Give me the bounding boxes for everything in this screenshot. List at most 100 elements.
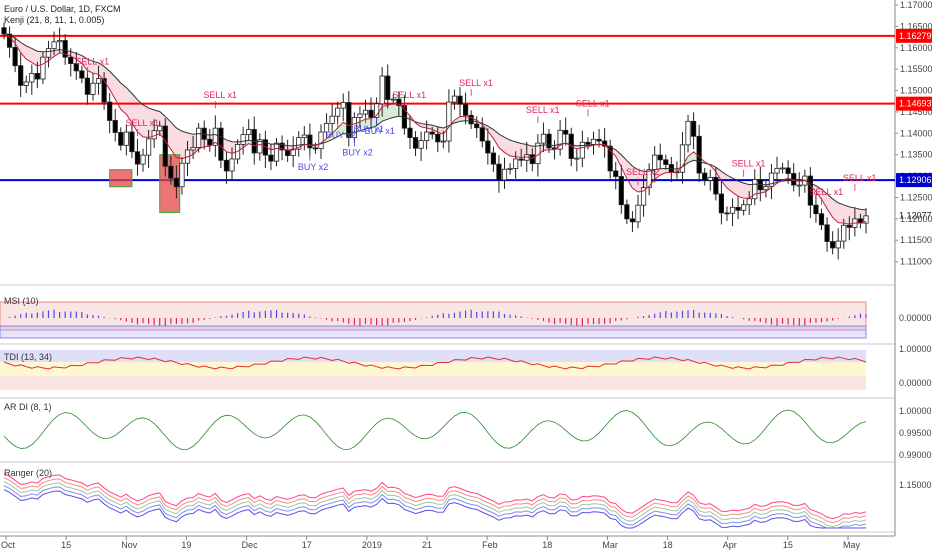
candle-body [207,138,213,146]
time-tick-label: 15 [61,540,71,550]
candle-body [190,147,196,151]
price-tick-label: 1.14500 [900,107,932,117]
candle-body [529,154,535,165]
candle-body [396,98,402,106]
ranger-line [3,485,867,529]
ma-cloud [632,166,638,192]
ma-cloud [621,154,627,179]
candle-body [368,109,374,118]
level-tag-label: 1.16279 [899,31,932,41]
candle-body [579,141,585,159]
ma-cloud [660,168,666,175]
candle-body [218,127,224,161]
price-tick-label: 1.15500 [900,64,932,74]
signal-label: BUY x2 [298,162,328,172]
candle-body [779,167,786,170]
ma-cloud [98,62,105,81]
candle-body [585,141,591,145]
candle-body [646,169,652,189]
candle-body [596,138,602,142]
candle-body [407,127,413,138]
time-tick-label: 17 [302,540,312,550]
time-tick-label: 19 [181,540,191,550]
ma-cloud [432,125,438,133]
candle-body [841,224,847,242]
candle-body [307,134,313,149]
time-tick-label: Feb [482,540,498,550]
candle-body [145,138,152,156]
signal-label: BUY x2 [326,130,356,140]
ma-cloud [371,115,377,128]
ma-cloud [92,61,99,75]
candle-body [23,81,29,86]
ma-cloud [143,104,149,138]
time-tick-label: 18 [542,540,552,550]
ma-cloud [843,204,850,225]
ma-cloud [359,119,366,131]
ardi-pane-title: AR DI (8, 1) [4,402,52,412]
candle-body [613,170,619,177]
ma-cloud [26,45,32,63]
ma-cloud [460,116,466,122]
candle-body [240,134,246,145]
candle-body [95,78,102,84]
ma-cloud [176,127,182,159]
last-price-label: 1.12077 [899,211,932,221]
candle-body [774,167,780,174]
candle-body [62,40,68,58]
candle-body [379,75,385,105]
signal-label: SELL x2 [626,167,660,177]
tdi-pane-title: TDI (13, 34) [4,352,53,362]
candle-body [691,120,697,137]
candle-body [446,101,452,142]
candle-body [663,159,669,165]
candle-body [57,40,63,43]
signal-label: SELL x1 [203,90,237,100]
candle-body [807,175,813,206]
ma-cloud [120,83,127,115]
ma-cloud [81,55,88,71]
signal-label: SELL x1 [576,98,610,108]
candle-body [68,56,74,64]
candle-body [863,215,869,224]
ranger-line [3,473,867,520]
candle-body [390,98,396,101]
candle-body [624,204,630,220]
candle-body [768,172,775,187]
ma-cloud [732,178,739,197]
price-tick-label: 1.13500 [900,150,932,160]
ma-cloud [493,129,499,148]
symbol-title: Euro / U.S. Dollar, 1D, FXCM [4,4,121,14]
ma-cloud [170,122,177,158]
candle-body [557,129,563,150]
time-tick-label: Oct [1,540,16,550]
ma-cloud [821,189,828,209]
signal-label: SELL x1 [125,118,159,128]
slow-ma-line [3,33,867,211]
candle-body [173,177,179,188]
candle-body [229,158,235,172]
candle-body [707,176,713,181]
candle-body [618,176,624,206]
level-tag [896,96,932,111]
candle-body [729,206,736,214]
price-tick-label: 1.16500 [900,21,932,31]
candle-body [112,120,118,133]
candle-body [118,132,124,146]
candle-body [268,154,274,162]
time-tick-label: Dec [242,540,259,550]
ma-cloud [87,59,93,74]
candle-body [323,123,330,133]
ma-cloud [504,137,511,156]
candle-body [123,131,129,146]
msi-tick: 0.00000 [899,313,932,323]
ranger-pane-title: Ranger (20) [4,468,53,478]
level-tag-label: 1.12906 [899,175,932,185]
price-tick-label: 1.11000 [900,257,932,267]
candle-body [34,73,40,80]
candle-body [107,101,113,121]
candle-body [318,131,324,150]
ma-cloud [70,51,77,60]
time-tick-label: Nov [121,540,138,550]
